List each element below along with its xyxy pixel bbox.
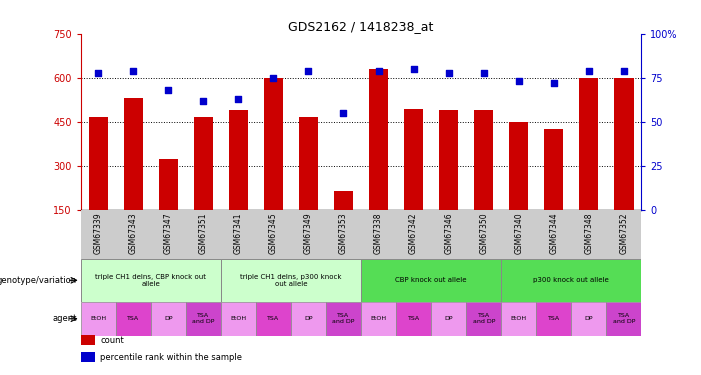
Text: GSM67340: GSM67340 [515,212,523,254]
Bar [221,259,361,302]
Point [373,68,384,74]
Bar [221,302,256,336]
Text: EtOH: EtOH [230,316,247,321]
Text: TSA
and DP: TSA and DP [192,314,215,324]
Text: count: count [100,336,124,345]
Bar [509,122,529,254]
Bar [81,302,116,336]
Text: percentile rank within the sample: percentile rank within the sample [100,352,243,362]
Point [513,78,524,84]
Text: GSM67344: GSM67344 [550,212,558,254]
Text: GSM67347: GSM67347 [164,212,172,254]
Bar [369,69,388,254]
Bar [81,259,221,302]
Text: TSA: TSA [127,316,139,321]
Text: triple CH1 delns, CBP knock out
allele: triple CH1 delns, CBP knock out allele [95,274,206,287]
Bar [474,110,494,254]
Bar [501,259,641,302]
Bar [614,78,634,254]
Point [198,98,209,104]
Bar [606,302,641,336]
Bar [466,302,501,336]
Text: TSA: TSA [267,316,280,321]
Point [548,80,559,86]
Text: GSM67352: GSM67352 [620,212,628,254]
Bar [116,302,151,336]
Point [93,69,104,75]
Point [443,69,454,75]
Text: TSA
and DP: TSA and DP [472,314,495,324]
Bar [299,117,318,254]
Text: GSM67348: GSM67348 [585,212,593,254]
Text: DP: DP [164,316,172,321]
Text: GSM67339: GSM67339 [94,212,102,254]
Bar [186,302,221,336]
Bar [544,129,564,254]
Text: p300 knock out allele: p300 knock out allele [533,277,609,284]
Point [338,110,349,116]
Bar [151,302,186,336]
Bar [256,302,291,336]
Bar [536,302,571,336]
Point [408,66,419,72]
Text: GSM67343: GSM67343 [129,212,137,254]
Bar [501,302,536,336]
Text: GSM67345: GSM67345 [269,212,278,254]
Bar [326,302,361,336]
Bar [264,78,283,254]
Bar [404,109,423,254]
Bar [396,302,431,336]
Text: GSM67346: GSM67346 [444,212,453,254]
Bar [88,117,108,254]
Point [128,68,139,74]
Bar [361,302,396,336]
Title: GDS2162 / 1418238_at: GDS2162 / 1418238_at [288,20,434,33]
Text: TSA
and DP: TSA and DP [613,314,635,324]
Text: TSA: TSA [407,316,420,321]
Bar [81,352,95,362]
Text: GSM67350: GSM67350 [479,212,488,254]
Text: EtOH: EtOH [370,316,387,321]
Point [163,87,174,93]
Point [233,96,244,102]
Text: CBP knock out allele: CBP knock out allele [395,277,467,284]
Point [583,68,594,74]
Text: GSM67353: GSM67353 [339,212,348,254]
Text: GSM67341: GSM67341 [234,212,243,254]
Point [478,69,489,75]
Text: DP: DP [585,316,593,321]
Text: TSA
and DP: TSA and DP [332,314,355,324]
Point [268,75,279,81]
Bar [229,110,248,254]
Bar [291,302,326,336]
Text: EtOH: EtOH [90,316,107,321]
Text: GSM67342: GSM67342 [409,212,418,254]
Text: DP: DP [444,316,453,321]
Text: triple CH1 delns, p300 knock
out allele: triple CH1 delns, p300 knock out allele [240,274,341,287]
Bar [334,192,353,254]
Bar [361,259,501,302]
Bar [123,98,143,254]
Text: TSA: TSA [547,316,560,321]
Bar [579,78,599,254]
Bar [81,335,95,345]
Text: agent: agent [53,314,77,323]
Point [303,68,314,74]
Bar [571,302,606,336]
Bar [431,302,466,336]
Text: genotype/variation: genotype/variation [0,276,77,285]
Text: GSM67351: GSM67351 [199,212,207,254]
Text: EtOH: EtOH [510,316,527,321]
Bar [158,159,178,254]
Text: DP: DP [304,316,313,321]
Bar [439,110,458,254]
Text: GSM67338: GSM67338 [374,212,383,254]
Text: GSM67349: GSM67349 [304,212,313,254]
Point [618,68,629,74]
Bar [193,117,213,254]
